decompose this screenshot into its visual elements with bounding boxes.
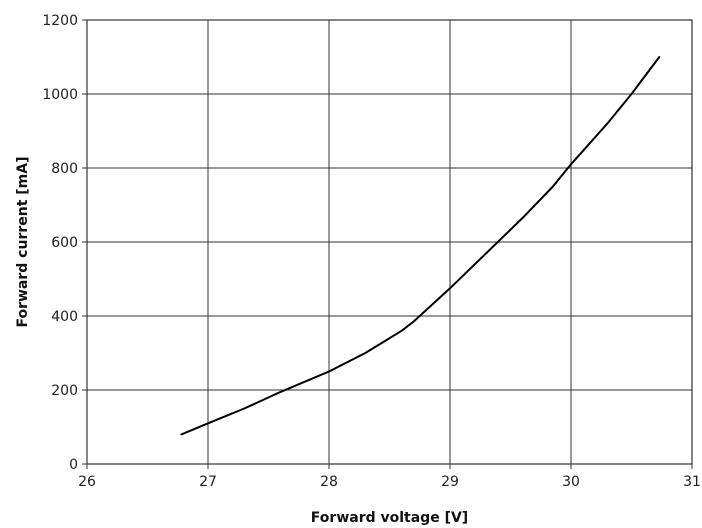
x-tick-label: 30 [562,474,580,490]
y-tick-label: 600 [51,235,78,251]
y-tick-label: 400 [51,309,78,325]
y-tick-label: 1200 [42,13,78,29]
x-tick-label: 29 [441,474,459,490]
x-tick-label: 26 [78,474,96,490]
x-axis-title: Forward voltage [V] [311,510,468,526]
y-tick-label: 800 [51,161,78,177]
series-line [180,56,661,436]
y-tick-label: 1000 [42,87,78,103]
x-tick-label: 27 [199,474,217,490]
y-tick-label: 200 [51,383,78,399]
tick-labels: 26 27 28 29 30 31 0 200 400 600 800 1000 1200 [42,13,701,490]
x-tick-label: 28 [320,474,338,490]
y-axis-title: Forward current [mA] [15,156,31,327]
y-tick-label: 0 [69,457,78,473]
x-tick-label: 31 [683,474,701,490]
grid [86,19,693,465]
